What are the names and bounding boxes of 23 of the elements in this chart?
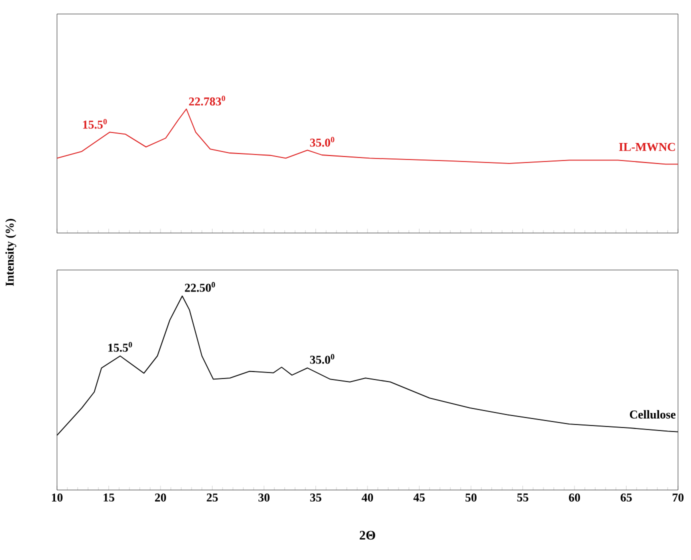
annotation: 15.5$^{0}$ [83, 118, 107, 129]
x-tick-label: 45 [413, 494, 425, 502]
x-tick-label: 50 [466, 494, 477, 502]
x-tick-label: 30 [258, 494, 270, 502]
x-tick-label: 60 [568, 494, 580, 502]
x-tick-label: 70 [672, 494, 684, 502]
x-tick-label: 10 [52, 494, 63, 502]
x-tick-label: 20 [155, 494, 166, 502]
x-tick-label: 55 [517, 494, 528, 502]
annotation: 35.0$^{0}$ [310, 354, 334, 364]
x-tick-label: 65 [620, 494, 632, 502]
x-tick-label: 40 [362, 494, 374, 502]
annotation: 35.0$^{0}$ [310, 136, 334, 147]
series-label: Cellulose [630, 410, 676, 419]
x-tick-label: 25 [206, 494, 218, 502]
annotation: 15.5$^{0}$ [108, 342, 132, 352]
x-tick-label: 15 [104, 494, 114, 502]
annotation: 22.50$^{0}$ [184, 282, 216, 292]
x-axis-title: 2Θ [360, 530, 376, 540]
annotation: 22.783$^{0}$ [189, 96, 226, 106]
series-label: IL-MWNC [619, 142, 675, 152]
x-tick-label: 35 [310, 494, 322, 502]
y-axis-title: Intensity (%) [5, 218, 16, 286]
